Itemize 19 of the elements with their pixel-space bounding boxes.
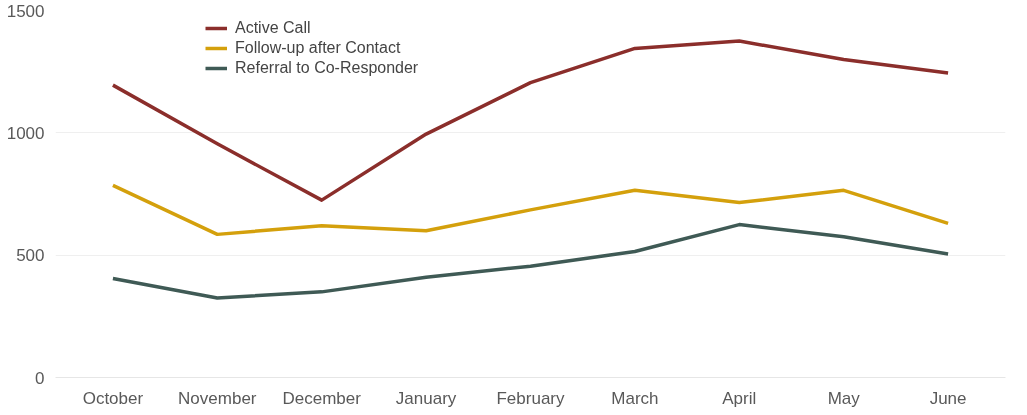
x-tick-label: November [178,388,257,408]
y-tick-label: 1500 [6,1,45,21]
legend-label: Follow-up after Contact [235,39,401,57]
x-tick-label: February [496,388,566,408]
x-tick-label: April [722,388,757,408]
x-tick-label: December [282,388,362,408]
y-tick-label: 0 [35,368,45,388]
line-series [111,39,950,202]
x-tick-label: October [82,388,144,408]
legend-label: Active Call [235,19,311,37]
legend-label: Referral to Co-Responder [235,59,419,77]
x-tick-label: May [827,388,861,408]
x-tick-label: March [611,388,659,408]
line-series [111,222,950,300]
y-tick-label: 500 [16,246,45,266]
y-tick-label: 1000 [6,123,45,143]
x-tick-label: January [395,388,457,408]
line-series [111,183,950,237]
x-tick-label: June [929,388,967,408]
